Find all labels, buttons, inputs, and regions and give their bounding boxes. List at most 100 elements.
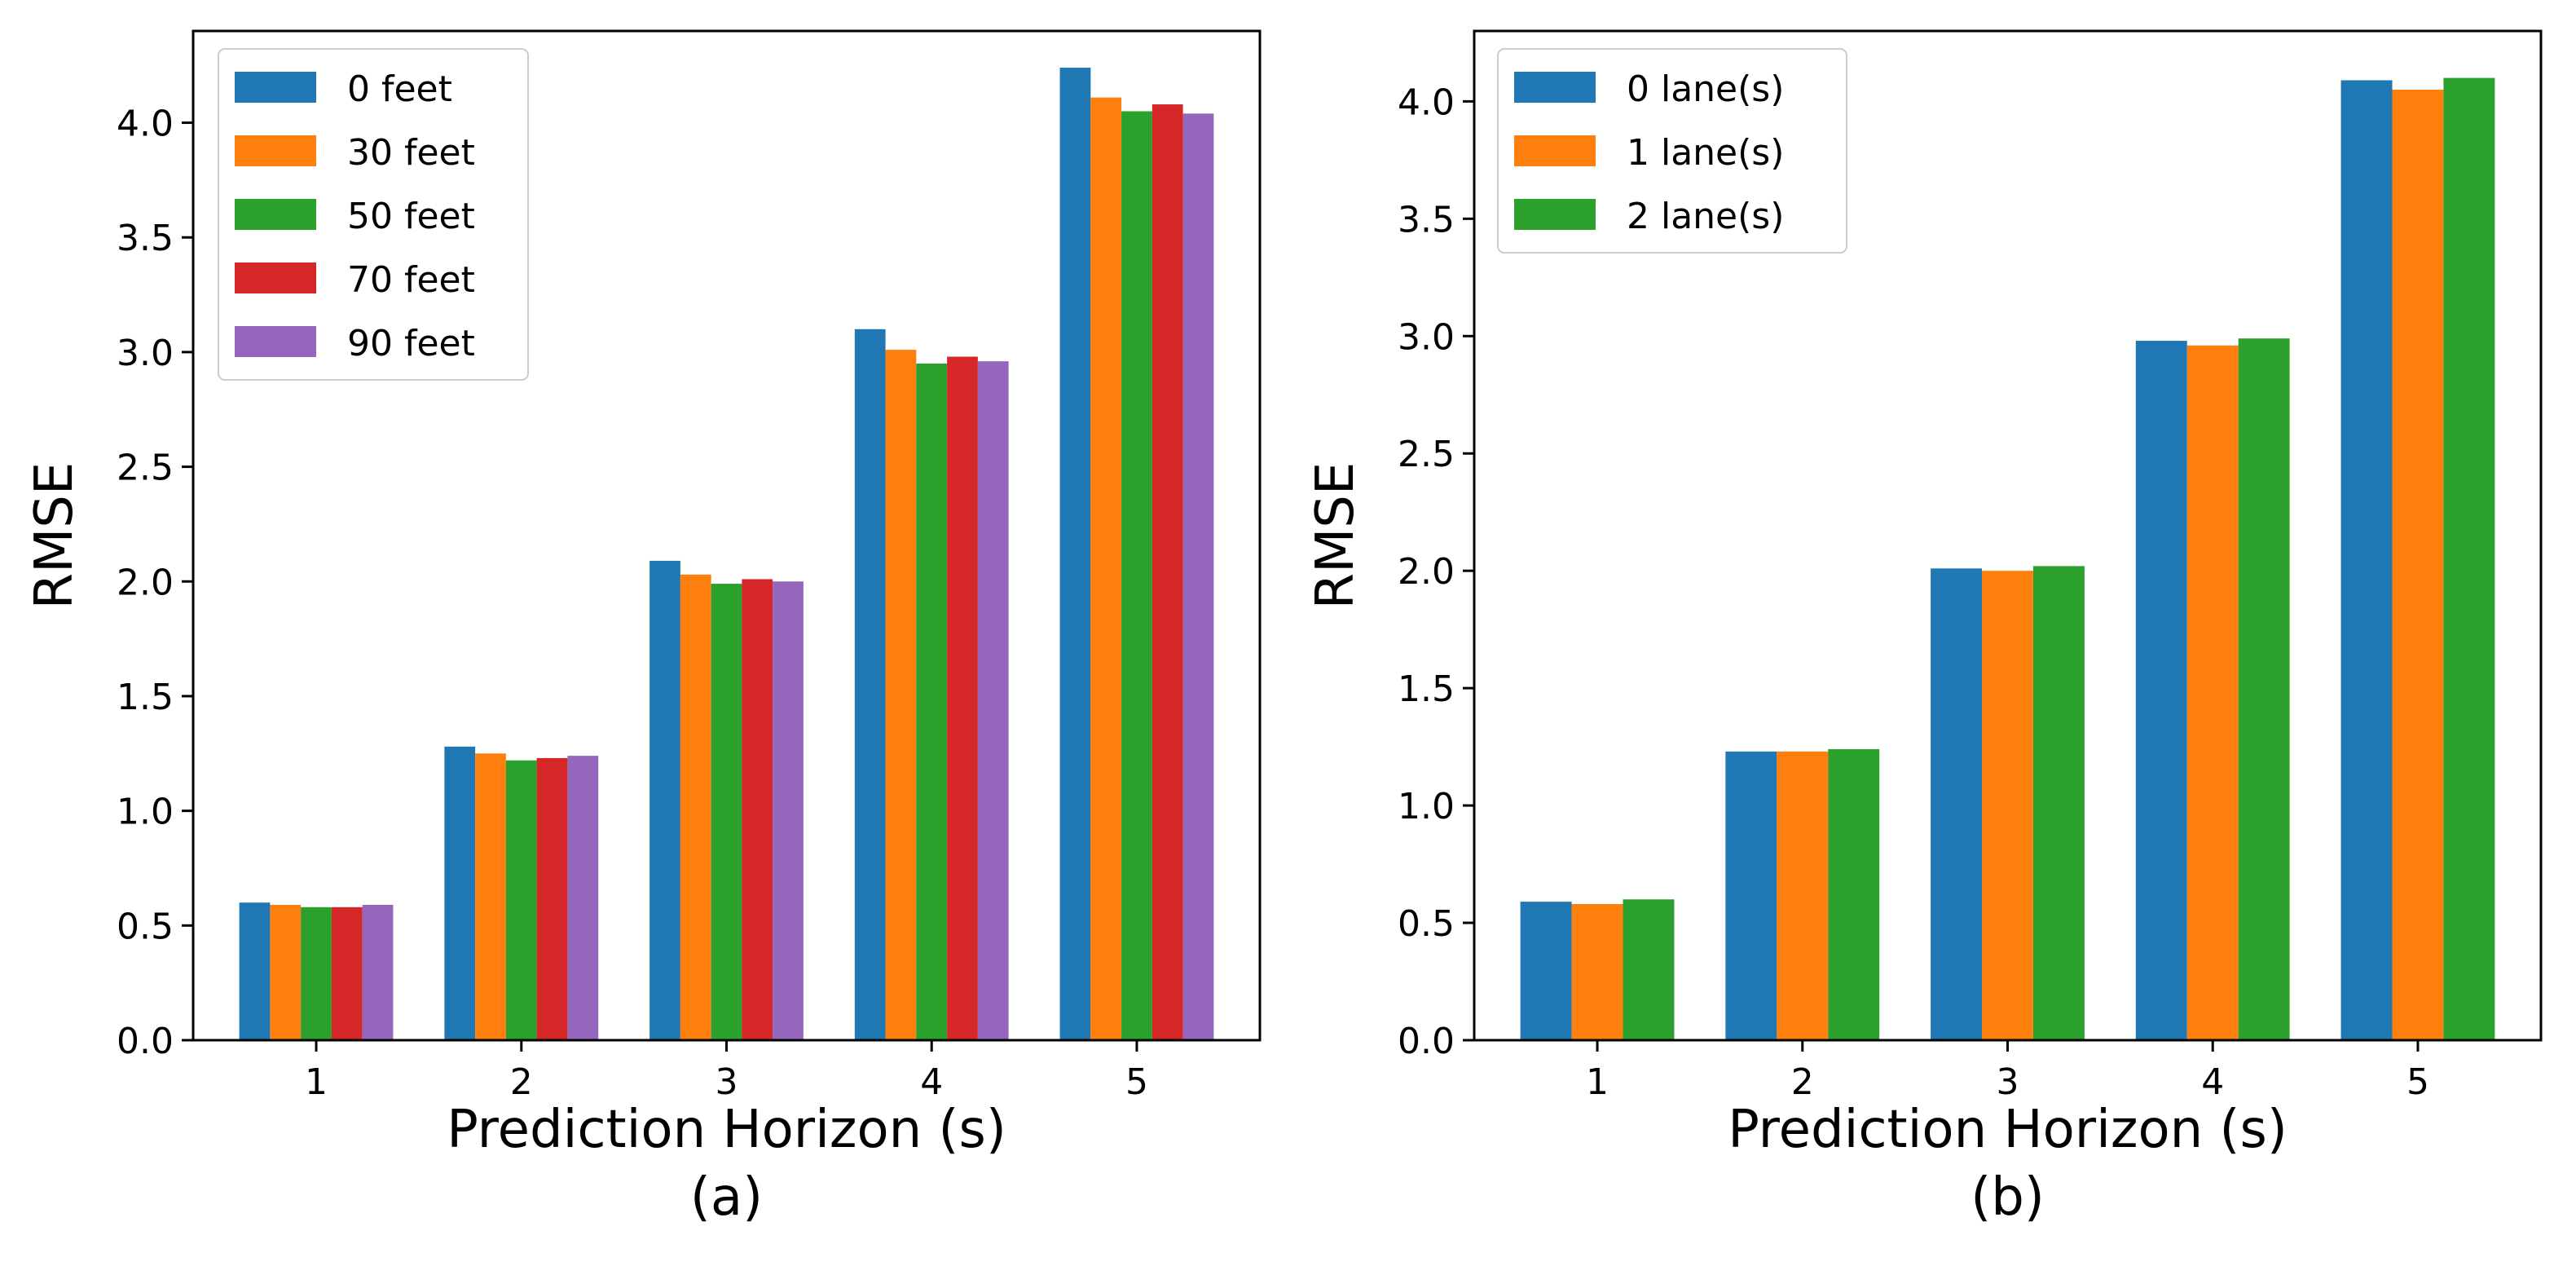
bar [1931, 568, 1983, 1040]
legend-label: 1 lane(s) [1627, 132, 1784, 174]
bars [1520, 77, 2495, 1041]
bar [1982, 571, 2033, 1040]
y-tick-label: 3.5 [1398, 199, 1455, 240]
legend-swatch [1514, 72, 1596, 103]
x-tick-label: 5 [2406, 1061, 2429, 1103]
x-tick-label: 1 [305, 1061, 328, 1103]
bar [475, 753, 506, 1040]
bar [1725, 751, 1777, 1040]
legend-label: 0 lane(s) [1627, 68, 1784, 110]
legend-label: 2 lane(s) [1627, 196, 1784, 237]
bar [680, 574, 711, 1040]
legend-swatch [1514, 135, 1596, 166]
y-tick-label: 1.5 [1398, 668, 1455, 710]
bar [2392, 89, 2444, 1040]
bar [1520, 902, 1572, 1040]
y-tick-label: 3.5 [117, 218, 174, 259]
bar [885, 350, 917, 1040]
x-axis-label: Prediction Horizon (s) [1728, 1100, 2288, 1160]
y-tick-label: 2.5 [1398, 434, 1455, 475]
y-tick-label: 4.0 [1398, 82, 1455, 123]
bar [1151, 104, 1183, 1040]
axes-frame [1473, 29, 2543, 1042]
legend-label: 50 feet [347, 196, 475, 237]
bar [2186, 345, 2239, 1040]
bar [2340, 80, 2393, 1041]
y-tick-label: 3.0 [117, 333, 174, 374]
bar [1828, 748, 1880, 1040]
bar [1623, 899, 1675, 1040]
x-tick-label: 5 [1125, 1061, 1148, 1103]
y-axis-label: RMSE [1306, 462, 1366, 610]
y-tick-label: 1.0 [1398, 786, 1455, 827]
bar [711, 584, 742, 1040]
bar [444, 746, 476, 1040]
bar [854, 329, 886, 1041]
legend: 0 lane(s) 1 lane(s) 2 lane(s) [1497, 48, 1847, 254]
bar [1571, 904, 1623, 1040]
bar [2238, 338, 2290, 1040]
panel-a: 0.0 0.5 1.0 1.5 2.0 2.5 3.0 3.5 4.0 1 2 3 4 5 0 feet 3… [24, 29, 1262, 1228]
bar [505, 760, 537, 1040]
bar [331, 906, 363, 1040]
bar [1059, 68, 1091, 1040]
legend-swatch [235, 135, 316, 166]
legend-swatch [235, 262, 316, 293]
bar [301, 906, 332, 1040]
ticks: 0.0 0.5 1.0 1.5 2.0 2.5 3.0 3.5 4.0 1 2 3 4 5 [117, 104, 1148, 1103]
x-tick-label: 2 [510, 1061, 533, 1103]
bar [1777, 751, 1829, 1040]
y-tick-label: 1.5 [117, 677, 174, 718]
y-tick-label: 0.0 [117, 1021, 174, 1062]
bar [742, 579, 773, 1040]
panel-caption: (a) [690, 1167, 763, 1228]
y-tick-label: 0.0 [1398, 1021, 1455, 1062]
bar [1182, 113, 1214, 1041]
y-tick-label: 3.0 [1398, 316, 1455, 358]
legend-swatch [235, 326, 316, 357]
bar [947, 356, 978, 1040]
bar [977, 361, 1009, 1040]
bar [567, 756, 599, 1040]
y-tick-label: 4.0 [117, 104, 174, 145]
bars [239, 68, 1214, 1041]
x-tick-label: 2 [1791, 1061, 1814, 1103]
bar [1121, 111, 1152, 1040]
x-tick-label: 1 [1586, 1061, 1609, 1103]
axes-frame [192, 29, 1262, 1042]
bar [2135, 341, 2187, 1040]
legend-label: 0 feet [347, 68, 452, 110]
bar [2032, 566, 2085, 1040]
bar [1090, 97, 1122, 1040]
legend-swatch [235, 199, 316, 230]
x-tick-label: 3 [1997, 1061, 2019, 1103]
x-tick-label: 4 [920, 1061, 943, 1103]
y-tick-label: 1.0 [117, 792, 174, 833]
y-tick-label: 0.5 [1398, 903, 1455, 945]
y-axis-label: RMSE [24, 462, 85, 610]
bar [773, 581, 804, 1040]
ticks: 0.0 0.5 1.0 1.5 2.0 2.5 3.0 3.5 4.0 1 2 3 4 5 [1398, 82, 2429, 1103]
y-tick-label: 2.0 [117, 562, 174, 603]
bar [650, 560, 680, 1040]
legend-swatch [1514, 199, 1596, 230]
y-tick-label: 2.0 [1398, 551, 1455, 593]
y-tick-label: 0.5 [117, 906, 174, 947]
x-axis-label: Prediction Horizon (s) [447, 1100, 1006, 1160]
bar [916, 363, 948, 1040]
x-tick-label: 3 [716, 1061, 738, 1103]
legend-label: 90 feet [347, 323, 475, 364]
legend-box [218, 48, 529, 381]
bar [2443, 77, 2495, 1040]
x-tick-label: 4 [2201, 1061, 2224, 1103]
y-tick-label: 2.5 [117, 448, 174, 489]
legend-swatch [235, 72, 316, 103]
panel-caption: (b) [1971, 1167, 2045, 1228]
bar [362, 904, 394, 1040]
legend-label: 70 feet [347, 259, 475, 301]
legend-label: 30 feet [347, 132, 475, 174]
bar [536, 757, 568, 1040]
bar [239, 902, 271, 1040]
panel-b: 0.0 0.5 1.0 1.5 2.0 2.5 3.0 3.5 4.0 1 2 3 4 5 0 lane(… [1306, 29, 2543, 1228]
